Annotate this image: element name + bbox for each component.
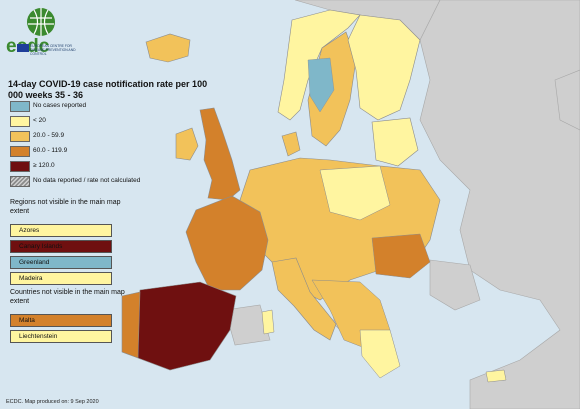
legend-label: ≥ 120.0 — [33, 162, 55, 169]
region-box: Greenland — [10, 256, 112, 269]
baltics — [371, 117, 419, 167]
regions-title: Regions not visible in the main map exte… — [10, 199, 121, 215]
finland — [347, 14, 421, 121]
region-box: Canary Islands — [10, 240, 112, 253]
footer-text: ECDC. Map produced on: 9 Sep 2020 — [6, 399, 99, 405]
legend-item: 20.0 - 59.9 — [10, 131, 210, 146]
region-box: Madeira — [10, 272, 112, 285]
legend-label: No cases reported — [33, 102, 87, 109]
france — [185, 195, 269, 291]
italy — [271, 257, 337, 341]
legend-swatch-hatched — [10, 176, 30, 187]
legend-item: ≥ 120.0 — [10, 161, 210, 176]
legend-label: 60.0 - 119.9 — [33, 147, 68, 154]
sardinia — [261, 309, 275, 335]
country-label: Liechtenstein — [19, 333, 58, 340]
norway — [277, 9, 361, 121]
legend-swatch — [10, 161, 30, 172]
portugal — [121, 291, 141, 359]
legend-swatch — [10, 116, 30, 127]
region-label: Canary Islands — [19, 243, 63, 250]
iceland — [145, 33, 191, 63]
legend-swatch — [10, 131, 30, 142]
legend-item: No data reported / rate not calculated — [10, 176, 210, 191]
countries-title: Countries not visible in the main map ex… — [10, 289, 125, 305]
legend-label: 20.0 - 59.9 — [33, 132, 65, 139]
poland — [319, 165, 391, 221]
ecdc-globe-icon — [27, 8, 55, 36]
legend-item: No cases reported — [10, 101, 210, 116]
legend-item: 60.0 - 119.9 — [10, 146, 210, 161]
legend-swatch — [10, 101, 30, 112]
eu-flag-icon — [17, 44, 29, 52]
country-box: Liechtenstein — [10, 330, 112, 343]
legend-label: No data reported / rate not calculated — [33, 177, 141, 184]
country-label: Malta — [19, 317, 35, 324]
region-label: Azores — [19, 227, 40, 234]
denmark — [281, 131, 301, 157]
region-box: Azores — [10, 224, 112, 237]
legend-swatch — [10, 146, 30, 157]
legend-item: < 20 — [10, 116, 210, 131]
region-label: Madeira — [19, 275, 43, 282]
legend: No cases reported < 20 20.0 - 59.9 60.0 … — [10, 101, 210, 191]
romania — [371, 233, 431, 279]
legend-label: < 20 — [33, 117, 46, 124]
region-label: Greenland — [19, 259, 50, 266]
ireland — [175, 127, 199, 161]
logo-subtext: EUROPEAN CENTRE FOR DISEASE PREVENTION A… — [30, 44, 76, 56]
map-title: 14-day COVID-19 case notification rate p… — [8, 79, 208, 100]
country-box: Malta — [10, 314, 112, 327]
cyprus — [485, 369, 507, 383]
sweden-no-cases — [307, 57, 335, 113]
greece — [359, 329, 401, 379]
